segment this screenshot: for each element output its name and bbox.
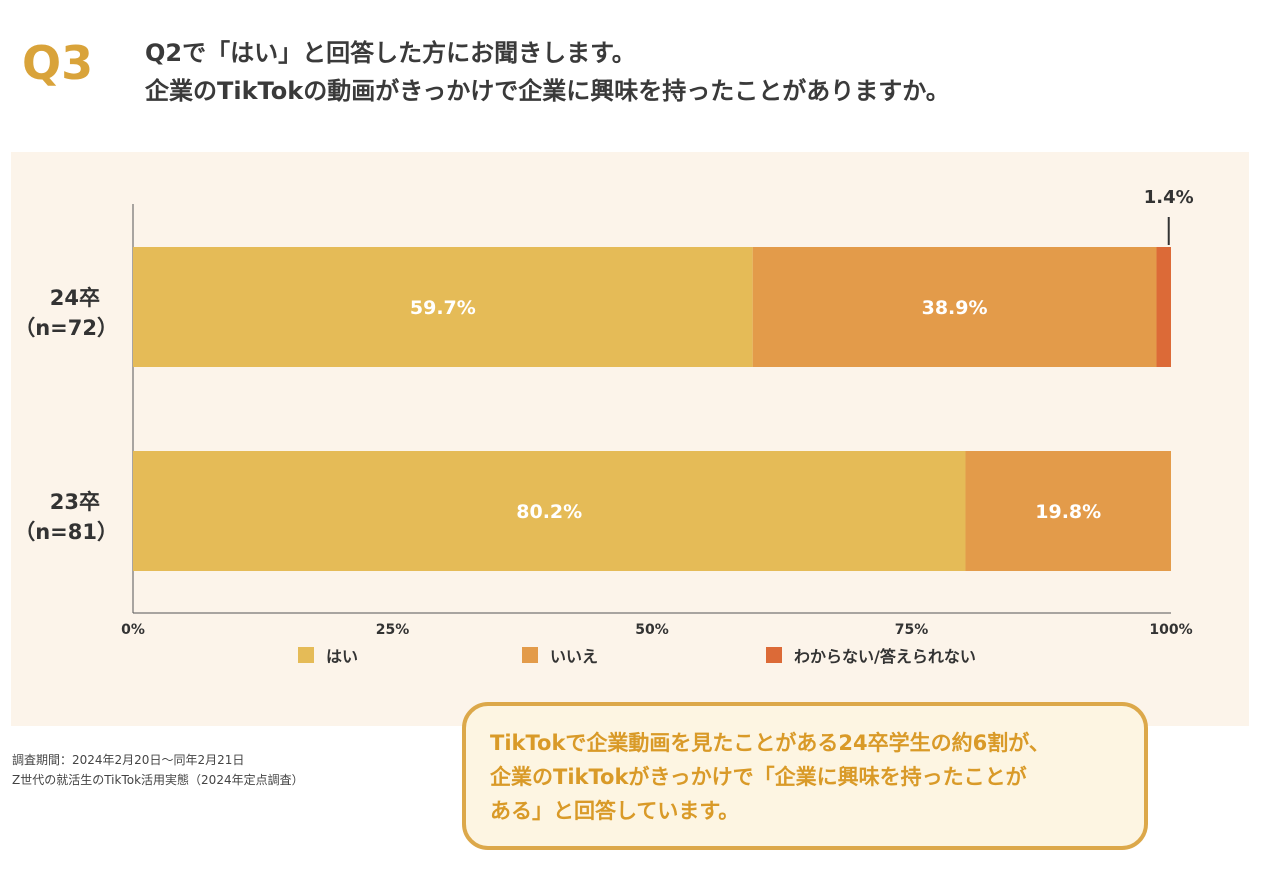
legend-label: わからない/答えられない xyxy=(794,647,976,666)
bar-segment xyxy=(752,247,1157,367)
bar-segment xyxy=(133,451,966,571)
question-line-2: 企業のTikTokの動画がきっかけで企業に興味を持ったことがありますか。 xyxy=(145,77,950,105)
category-label: 23卒 xyxy=(50,490,100,514)
summary-callout: TikTokで企業動画を見たことがある24卒学生の約6割が、 企業のTikTok… xyxy=(462,702,1148,850)
data-label: 19.8% xyxy=(1035,501,1101,523)
category-label: 24卒 xyxy=(50,286,100,310)
legend-swatch xyxy=(298,647,314,663)
survey-period: 調査期間：2024年2月20日〜同年2月21日 xyxy=(12,753,245,767)
callout-line-2: 企業のTikTokがきっかけで「企業に興味を持ったことが xyxy=(490,765,1027,789)
x-tick-label: 25% xyxy=(376,622,410,638)
bar-segment xyxy=(1156,247,1171,367)
question-title: Q2で「はい」と回答した方にお聞きします。 企業のTikTokの動画がきっかけで… xyxy=(145,34,950,110)
legend-swatch xyxy=(766,647,782,663)
legend-label: はい xyxy=(326,647,358,666)
survey-source: Z世代の就活生のTikTok活用実態（2024年定点調査） xyxy=(12,773,304,787)
data-label: 59.7% xyxy=(410,297,476,319)
x-tick-label: 50% xyxy=(635,622,669,638)
bar-segment xyxy=(965,451,1171,571)
x-tick-label: 75% xyxy=(895,622,929,638)
legend-swatch xyxy=(522,647,538,663)
callout-line-1: TikTokで企業動画を見たことがある24卒学生の約6割が、 xyxy=(490,731,1050,755)
category-sample-size: （n=72） xyxy=(14,316,118,340)
survey-note: 調査期間：2024年2月20日〜同年2月21日 Z世代の就活生のTikTok活用… xyxy=(12,750,304,790)
question-line-1: Q2で「はい」と回答した方にお聞きします。 xyxy=(145,39,636,67)
data-label: 80.2% xyxy=(516,501,582,523)
callout-line-3: ある」と回答しています。 xyxy=(490,799,740,823)
data-label: 1.4% xyxy=(1144,187,1194,208)
category-sample-size: （n=81） xyxy=(14,520,118,544)
data-label: 38.9% xyxy=(922,297,988,319)
x-tick-label: 100% xyxy=(1149,622,1192,638)
x-tick-label: 0% xyxy=(121,622,145,638)
legend-label: いいえ xyxy=(550,647,598,666)
question-number: Q3 xyxy=(22,36,94,90)
bar-segment xyxy=(133,247,753,367)
